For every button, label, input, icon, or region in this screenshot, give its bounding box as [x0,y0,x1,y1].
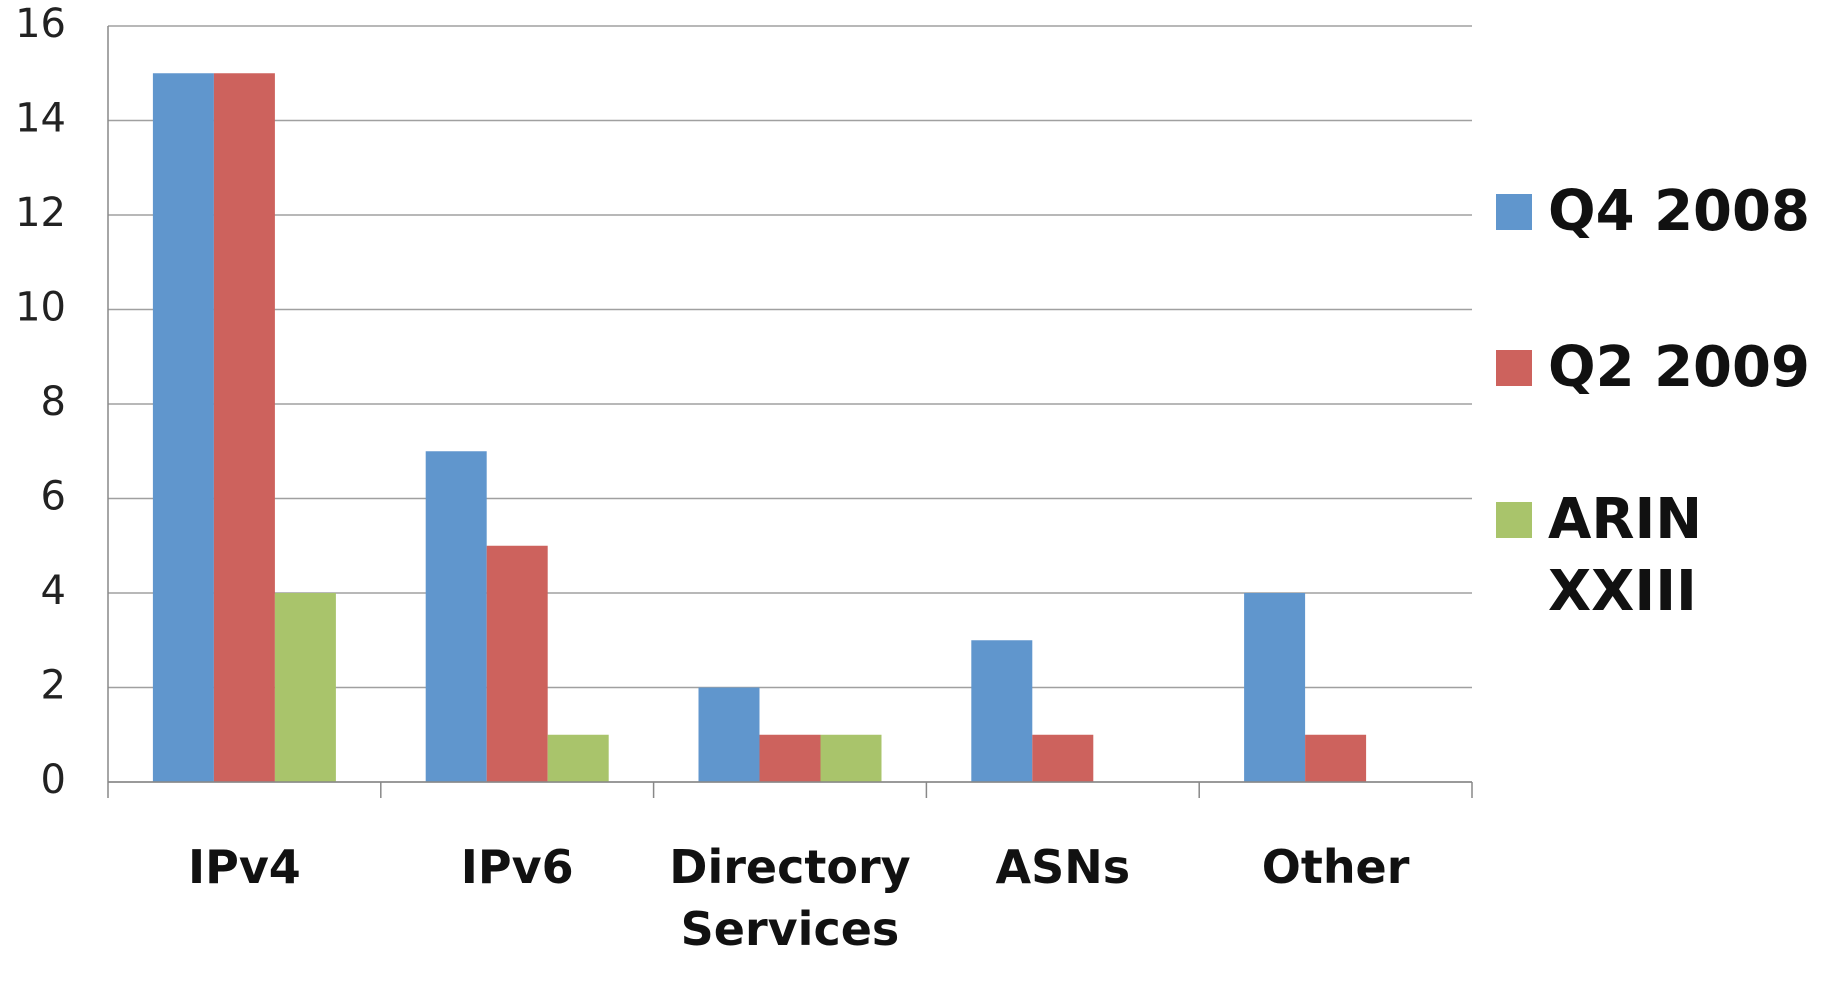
legend-label: ARIN XXIII [1548,484,1828,628]
x-tick-label: Other [1199,836,1472,898]
x-tick-label: ASNs [926,836,1199,898]
bar [1305,735,1366,782]
x-tick-label: IPv6 [381,836,654,898]
y-tick-label: 10 [15,285,66,331]
bar [548,735,609,782]
y-tick-label: 8 [41,379,66,425]
y-tick-label: 2 [41,663,66,709]
legend-swatch [1496,194,1532,230]
x-tick-label: Directory Services [654,836,927,960]
chart: 0 2 4 6 8 10 12 14 16 IPv4IPv6Directory Services… [0,0,1839,1005]
bar [699,688,760,783]
legend-label: Q4 2008 [1548,176,1828,248]
legend-swatch [1496,502,1532,538]
y-tick-label: 4 [41,568,66,614]
x-tick-label: IPv4 [108,836,381,898]
bar [971,640,1032,782]
y-tick-label: 6 [41,474,66,520]
y-tick-label: 12 [15,190,66,236]
y-tick-label: 0 [41,757,66,803]
bar [153,73,214,782]
legend-swatch [1496,350,1532,386]
bar [1244,593,1305,782]
bar [1032,735,1093,782]
legend-label: Q2 2009 [1548,332,1828,404]
y-tick-label: 14 [15,96,66,142]
y-tick-label: 16 [15,1,66,47]
bar [426,451,487,782]
bar [487,546,548,782]
bar [760,735,821,782]
bar [214,73,275,782]
bar [275,593,336,782]
bar [821,735,882,782]
